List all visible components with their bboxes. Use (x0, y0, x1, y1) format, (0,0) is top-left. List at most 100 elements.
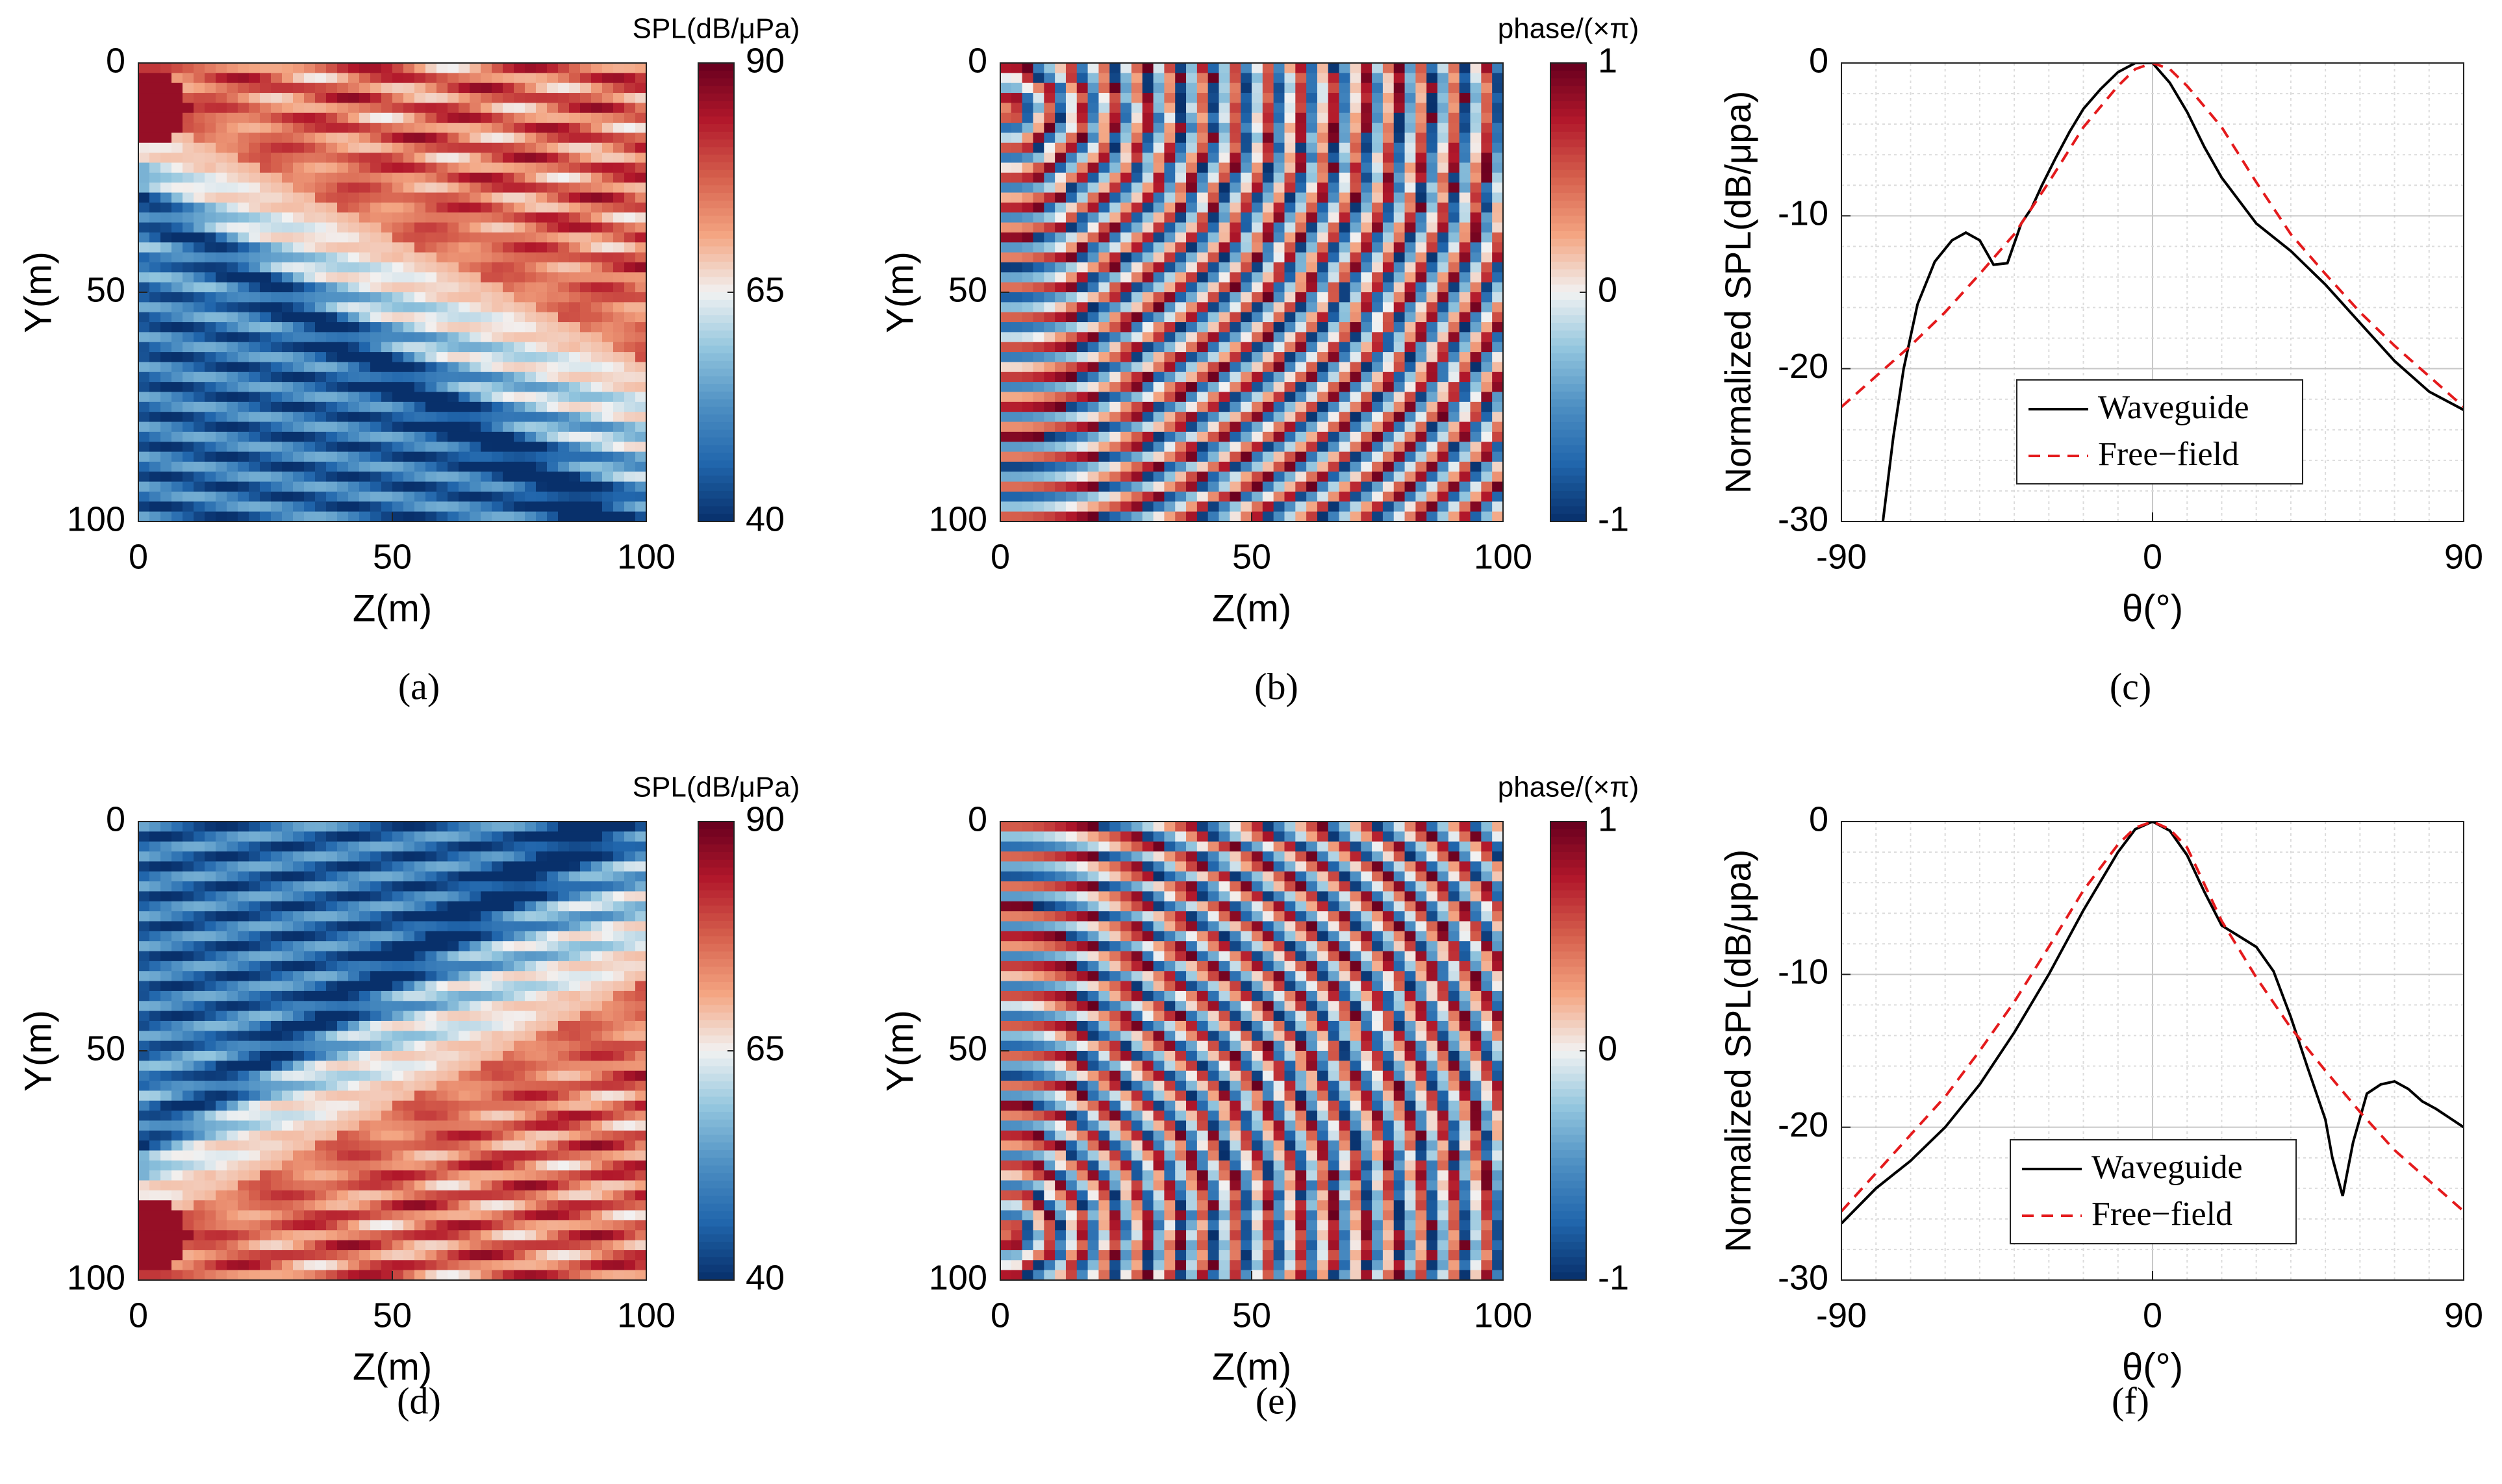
heatmap-cell (216, 312, 227, 323)
heatmap-cell (1131, 491, 1143, 503)
heatmap-cell (1022, 212, 1034, 223)
heatmap-cell (1219, 442, 1231, 453)
heatmap-cell (1393, 442, 1406, 453)
heatmap-cell (1241, 192, 1252, 203)
heatmap-cell (1196, 272, 1209, 283)
heatmap-cell (293, 73, 305, 84)
heatmap-cell (1055, 103, 1067, 114)
heatmap-cell (436, 322, 448, 333)
heatmap-cell (1033, 491, 1045, 503)
heatmap-cell (1382, 442, 1395, 453)
colorbar-swatch (698, 147, 734, 155)
heatmap-cell (392, 132, 404, 144)
heatmap-cell (624, 461, 636, 473)
heatmap-cell (149, 1120, 161, 1131)
heatmap-cell (1252, 451, 1263, 462)
heatmap-cell (381, 431, 393, 443)
heatmap-cell (216, 861, 227, 872)
heatmap-cell (1175, 112, 1187, 123)
heatmap-cell (591, 472, 603, 483)
heatmap-cell (1459, 392, 1471, 403)
heatmap-cell (470, 302, 481, 313)
heatmap-cell (558, 501, 570, 512)
heatmap-cell (558, 63, 570, 74)
heatmap-cell (315, 342, 327, 353)
heatmap-cell (536, 142, 548, 153)
heatmap-cell (503, 491, 514, 503)
heatmap-cell (205, 302, 216, 313)
heatmap-cell (1426, 481, 1438, 492)
heatmap-cell (370, 352, 382, 363)
heatmap-cell (1044, 162, 1055, 173)
heatmap-cell (381, 272, 393, 283)
heatmap-cell (1262, 222, 1274, 233)
heatmap-cell (183, 182, 194, 194)
heatmap-cell (591, 442, 603, 453)
heatmap-cell (260, 312, 272, 323)
heatmap-cell (160, 1040, 172, 1051)
heatmap-cell (580, 392, 592, 403)
heatmap-cell (1448, 371, 1460, 383)
heatmap-cell (216, 841, 227, 852)
heatmap-cell (1273, 132, 1285, 144)
heatmap-cell (249, 252, 260, 263)
heatmap-cell (205, 63, 216, 74)
heatmap-cell (1350, 282, 1362, 293)
heatmap-cell (1120, 93, 1132, 104)
heatmap-cell (1252, 352, 1263, 363)
heatmap-cell (1273, 222, 1285, 233)
heatmap-cell (1207, 192, 1220, 203)
colorbar-swatch (698, 490, 734, 499)
heatmap-cell (171, 431, 183, 443)
heatmap-cell (1273, 401, 1285, 412)
heatmap-cell (1120, 123, 1132, 134)
heatmap-cell (492, 252, 503, 263)
heatmap-cell (337, 162, 349, 173)
heatmap-cell (1022, 302, 1034, 313)
heatmap-cell (1065, 262, 1078, 273)
heatmap-cell (1055, 501, 1067, 512)
heatmap-cell (481, 352, 492, 363)
heatmap-cell (1230, 202, 1241, 214)
heatmap-cell (459, 282, 470, 293)
heatmap-cell (558, 172, 570, 183)
heatmap-cell (194, 93, 205, 104)
heatmap-cell (624, 282, 636, 293)
heatmap-cell (1252, 431, 1263, 443)
heatmap-cell (602, 103, 614, 114)
heatmap-cell (315, 132, 327, 144)
heatmap-cell (1219, 252, 1231, 263)
heatmap-cell (1492, 103, 1504, 114)
heatmap-cell (1382, 192, 1395, 203)
heatmap-cell (602, 123, 614, 134)
colorbar-swatch (1550, 376, 1586, 384)
heatmap-cell (470, 431, 481, 443)
colorbar-swatch (698, 391, 734, 400)
heatmap-cell (1372, 282, 1384, 293)
heatmap-cell (425, 232, 437, 244)
heatmap-cell (1087, 272, 1100, 283)
heatmap-cell (1044, 282, 1055, 293)
heatmap-cell (1437, 362, 1449, 373)
heatmap-cell (359, 73, 371, 84)
heatmap-cell (547, 252, 559, 263)
heatmap-cell (536, 222, 548, 233)
heatmap-cell (160, 192, 172, 203)
heatmap-cell (1284, 272, 1296, 283)
heatmap-cell (348, 112, 360, 123)
heatmap-cell (613, 501, 625, 512)
heatmap-cell (1317, 103, 1329, 114)
heatmap-cell (1426, 242, 1438, 253)
heatmap-cell (271, 451, 283, 462)
heatmap-cell (1339, 442, 1351, 453)
heatmap-cell (282, 112, 294, 123)
heatmap-cell (569, 162, 581, 173)
heatmap-cell (1065, 472, 1078, 483)
heatmap-cell (238, 352, 249, 363)
heatmap-cell (448, 491, 459, 503)
heatmap-cell (1076, 342, 1089, 353)
heatmap-cell (459, 212, 470, 223)
heatmap-cell (293, 182, 305, 194)
heatmap-cell (481, 362, 492, 373)
